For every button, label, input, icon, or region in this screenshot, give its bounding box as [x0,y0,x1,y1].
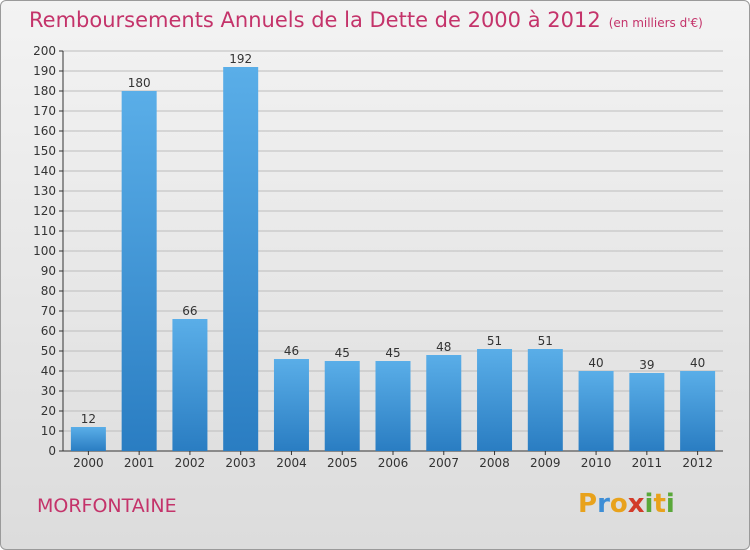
bar-value-label: 39 [639,358,654,372]
y-tick-label: 0 [48,444,56,458]
logo-letter: o [609,489,628,519]
y-tick-label: 180 [33,84,56,98]
bar [680,371,716,451]
x-tick-label: 2002 [175,456,206,470]
x-tick-labels: 2000 2001 2002 2003 2004 2005 2006 2007 2008 2009… [73,456,713,470]
y-tick-label: 140 [33,164,56,178]
y-tick-label: 110 [33,224,56,238]
logo-letter: i [665,489,675,519]
bar [578,371,614,451]
y-tick-label: 10 [41,424,56,438]
y-tick-label: 100 [33,244,56,258]
bar-value-label: 40 [690,356,705,370]
bar-value-label: 51 [538,334,553,348]
y-tick-label: 40 [41,364,56,378]
x-tick-label: 2011 [632,456,663,470]
bar-value-label: 40 [588,356,603,370]
bar-value-label: 51 [487,334,502,348]
y-tick-label: 30 [41,384,56,398]
logo-letter: P [578,489,598,519]
x-tick-label: 2003 [225,456,256,470]
bar [223,67,259,451]
commune-name: MORFONTAINE [37,495,177,517]
bar [375,361,411,451]
y-tick-label: 60 [41,324,56,338]
y-tick-label: 120 [33,204,56,218]
y-tick-label: 20 [41,404,56,418]
logo-letter: i [644,489,654,519]
bar-value-label: 48 [436,340,451,354]
bar-value-label: 45 [385,346,400,360]
x-tick-label: 2004 [276,456,307,470]
x-tick-label: 2007 [428,456,459,470]
bar [121,91,157,451]
y-tick-label: 170 [33,104,56,118]
data-labels: 12 180 66 192 46 45 45 48 51 51 40 39 40 [81,52,706,426]
chart-title-text: Remboursements Annuels de la Dette de 20… [29,8,601,32]
x-tick-label: 2012 [682,456,713,470]
bar-value-label: 180 [128,76,151,90]
bar-value-label: 192 [229,52,252,66]
y-tick-label: 70 [41,304,56,318]
bar [629,373,665,451]
bar [172,319,208,451]
bar-value-label: 12 [81,412,96,426]
bar [477,349,513,451]
logo-letter: r [597,489,610,519]
bar [324,361,360,451]
x-tick-label: 2005 [327,456,358,470]
bar [70,427,106,451]
bar-value-label: 46 [284,344,299,358]
proxiti-logo: Proxiti [578,489,675,519]
x-tick-label: 2010 [581,456,612,470]
x-tick-label: 2006 [378,456,409,470]
x-tick-label: 2000 [73,456,104,470]
y-tick-label: 160 [33,124,56,138]
bar-value-label: 45 [335,346,350,360]
y-tick-label: 190 [33,64,56,78]
y-tick-label: 200 [33,44,56,58]
bar [527,349,563,451]
y-tick-label: 130 [33,184,56,198]
bar-value-label: 66 [182,304,197,318]
y-tick-label: 90 [41,264,56,278]
bar [273,359,309,451]
chart-title: Remboursements Annuels de la Dette de 20… [29,8,703,32]
chart-subtitle: (en milliers d'€) [608,16,703,30]
bars [70,67,716,451]
y-tick-label: 150 [33,144,56,158]
logo-letter: x [627,489,645,519]
y-tick-labels: 0 10 20 30 40 50 60 70 80 90 100 110 120 130 140 150 160… [33,44,56,458]
x-tick-label: 2009 [530,456,561,470]
y-tick-label: 80 [41,284,56,298]
logo-letter: t [653,489,666,519]
x-tick-label: 2008 [479,456,510,470]
y-tick-label: 50 [41,344,56,358]
x-tick-label: 2001 [124,456,155,470]
bar [426,355,462,451]
